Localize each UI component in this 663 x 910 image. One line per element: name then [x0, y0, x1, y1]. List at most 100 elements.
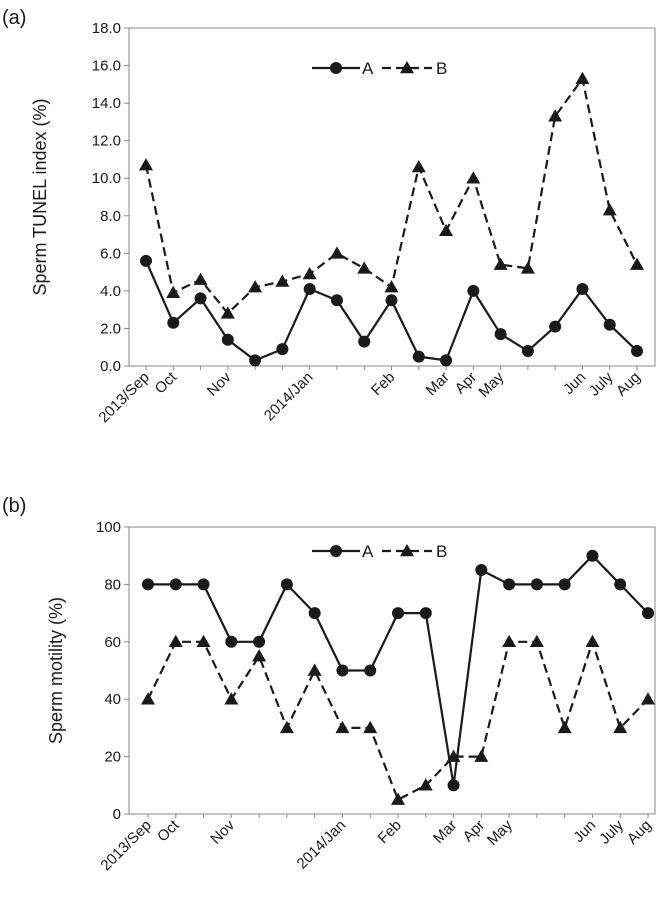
data-point-A [576, 283, 589, 296]
data-point-B [418, 778, 433, 791]
data-point-A [412, 350, 425, 363]
y-tick-label: 60 [104, 634, 121, 651]
legend-label-B: B [436, 542, 447, 561]
x-tick-label: 2014/Jan [294, 817, 350, 873]
y-tick-label: 6.0 [100, 245, 121, 262]
series-line-B [144, 77, 638, 315]
data-point-A [253, 635, 266, 648]
data-point-B [335, 720, 350, 734]
data-point-B [585, 634, 600, 648]
data-point-B [279, 720, 294, 734]
data-point-B [613, 720, 628, 734]
data-point-A [614, 578, 627, 591]
legend-label-A: A [362, 59, 374, 78]
data-point-B [391, 792, 405, 805]
x-tick-label: 2013/Sep [97, 817, 154, 874]
data-point-B [384, 280, 399, 293]
legend-label-A: A [362, 542, 374, 561]
data-point-B [474, 749, 489, 762]
y-tick-label: 80 [104, 576, 121, 593]
data-point-A [221, 333, 234, 346]
y-tick-label: 10.0 [92, 170, 121, 187]
data-point-A [467, 284, 480, 297]
data-point-B [224, 692, 239, 705]
series-A [140, 254, 643, 367]
data-point-B [493, 257, 508, 270]
data-point-A [603, 318, 616, 331]
data-point-A [197, 578, 210, 591]
y-tick-label: 20 [104, 749, 121, 766]
data-point-B [196, 634, 211, 648]
data-point-B [329, 246, 344, 259]
series-B [139, 71, 644, 319]
data-point-A [140, 254, 152, 267]
data-point-A [142, 578, 154, 591]
data-point-A [530, 578, 543, 591]
data-point-A [364, 664, 377, 677]
data-point-A [447, 779, 460, 792]
data-point-B [193, 272, 208, 285]
data-point-A [631, 344, 643, 357]
y-tick-label: 14.0 [92, 95, 121, 112]
data-point-B [557, 720, 572, 734]
x-tick-label: Jun [570, 817, 599, 846]
data-point-B [575, 71, 590, 84]
data-point-A [586, 549, 599, 562]
data-point-B [275, 274, 290, 287]
x-tick-label: 2013/Sep [95, 369, 152, 426]
x-tick-label: Oct [152, 368, 181, 397]
data-point-B [307, 663, 322, 676]
x-tick-label: May [484, 816, 516, 848]
data-point-A [385, 294, 398, 307]
legend-marker-A [330, 62, 342, 74]
x-tick-label: July [586, 368, 617, 399]
y-tick-label: 40 [104, 691, 121, 708]
y-axis-label: Sperm TUNEL index (%) [30, 98, 50, 295]
data-point-A [503, 578, 516, 591]
y-tick-label: 16.0 [92, 58, 121, 75]
data-point-B [220, 306, 235, 319]
data-point-A [249, 354, 262, 367]
legend-marker-B [400, 61, 414, 74]
data-point-B [166, 285, 181, 299]
x-tick-label: Jun [560, 369, 589, 398]
data-point-B [248, 280, 263, 293]
data-point-A [521, 344, 534, 357]
data-point-A [549, 320, 562, 333]
series-line-A [148, 554, 649, 787]
data-point-A [225, 635, 238, 648]
data-point-A [194, 292, 207, 305]
data-point-A [336, 664, 349, 677]
data-point-B [302, 266, 317, 280]
chart-panel-b: (b) 0 20 40 60 80 100 Sperm motility (%) 2013/Se… [2, 495, 656, 874]
data-point-B [446, 749, 461, 762]
x-tick-label: Nov [204, 368, 235, 399]
data-point-B [439, 223, 454, 237]
legend-marker-B [400, 544, 414, 557]
data-point-B [168, 634, 183, 648]
data-point-B [252, 649, 267, 662]
x-tick-label: 2014/Jan [261, 369, 317, 425]
y-tick-label: 100 [96, 519, 121, 536]
x-tick-label: Nov [207, 816, 238, 847]
series-line-A [144, 260, 638, 362]
legend-label-B: B [436, 59, 447, 78]
data-point-B [141, 692, 155, 705]
data-point-A [558, 578, 571, 591]
x-tick-label: Feb [375, 817, 405, 847]
x-tick-label: Apr [460, 817, 489, 846]
data-point-A [475, 564, 488, 577]
x-tick-label: Oct [154, 816, 183, 845]
x-tick-label: July [596, 816, 627, 847]
data-point-A [167, 316, 180, 329]
data-point-B [602, 203, 617, 216]
y-tick-label: 12.0 [92, 133, 121, 150]
y-tick-label: 0.0 [100, 358, 121, 375]
panel-label: (b) [2, 495, 26, 517]
plot-area-frame [128, 27, 656, 367]
data-point-A [330, 294, 343, 307]
y-tick-label: 18.0 [92, 20, 121, 37]
y-tick-label: 4.0 [100, 283, 121, 300]
x-tick-label: Mar [430, 817, 460, 847]
